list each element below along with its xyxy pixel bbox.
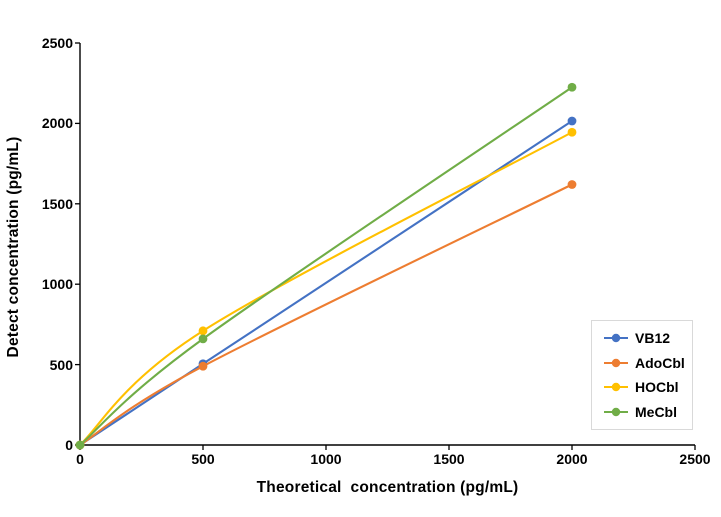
legend-marker-icon xyxy=(604,407,628,416)
legend: VB12 AdoCbl HOCbl MeCbl xyxy=(591,320,693,430)
y-tick-label: 1000 xyxy=(41,276,73,293)
x-tick-label: 1500 xyxy=(433,451,465,467)
x-tick-label: 1000 xyxy=(310,451,342,467)
legend-marker-icon xyxy=(604,358,628,367)
y-axis-title: Detect concentration (pg/mL) xyxy=(5,136,22,358)
y-tick-label: 2000 xyxy=(41,115,73,132)
y-tick-label: 1500 xyxy=(41,195,73,212)
legend-item-label: VB12 xyxy=(635,330,671,347)
y-tick-label: 0 xyxy=(65,437,73,453)
y-tick-label: 500 xyxy=(49,356,73,373)
legend-item-label: AdoCbl xyxy=(635,354,685,371)
y-tick-label: 2500 xyxy=(41,35,73,51)
legend-item-mecbl: MeCbl xyxy=(603,404,692,420)
x-tick-label: 500 xyxy=(191,451,215,467)
legend-item-hocbl: HOCbl xyxy=(603,379,692,395)
x-tick-label: 2000 xyxy=(556,451,588,467)
x-tick-label: 2500 xyxy=(679,451,711,467)
legend-marker-icon xyxy=(604,383,628,392)
legend-marker-icon xyxy=(604,334,628,343)
x-tick-label: 0 xyxy=(76,451,84,467)
legend-item-vb12: VB12 xyxy=(603,330,692,346)
legend-item-label: MeCbl xyxy=(635,403,677,420)
x-axis-title: Theoretical concentration (pg/mL) xyxy=(256,479,519,496)
legend-item-adocbl: AdoCbl xyxy=(603,355,692,371)
legend-item-label: HOCbl xyxy=(635,379,679,396)
